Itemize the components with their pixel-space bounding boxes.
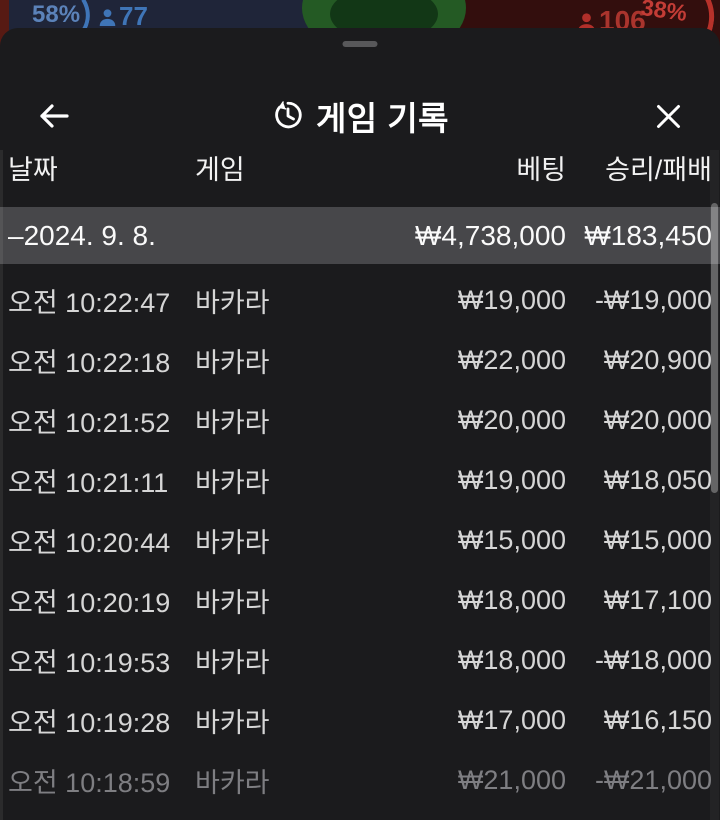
cell-time: 오전 10:20:44 <box>8 527 171 558</box>
scrollbar-track <box>710 150 719 820</box>
cell-betting: ₩22,000 <box>457 344 566 375</box>
cell-game: 바카라 <box>195 287 270 318</box>
modal-header: 게임 기록 <box>0 86 720 146</box>
game-history-modal: 게임 기록 날짜 게임 베팅 승리/패배 –2024. 9. 8. ₩4,738… <box>0 28 720 820</box>
modal-title: 게임 기록 <box>271 92 449 140</box>
history-clock-icon <box>271 99 305 133</box>
close-icon <box>655 103 682 130</box>
drag-handle[interactable] <box>342 41 378 47</box>
table-row: 오전 10:21:52 바카라 ₩20,000 ₩20,000 <box>0 390 720 450</box>
cell-game: 바카라 <box>195 767 270 798</box>
cell-time: 오전 10:18:59 <box>8 767 171 798</box>
table-row: 오전 10:20:19 바카라 ₩18,000 ₩17,100 <box>0 570 720 630</box>
column-header-betting: 베팅 <box>516 154 566 185</box>
back-button[interactable] <box>22 86 86 146</box>
cell-time: 오전 10:20:19 <box>8 587 171 618</box>
column-header-date: 날짜 <box>8 154 58 185</box>
background-red-edge <box>0 0 9 64</box>
cell-winloss: ₩16,150 <box>603 704 712 735</box>
cell-winloss: -₩21,000 <box>594 764 712 795</box>
blue-win-percent: 58% <box>32 1 81 28</box>
cell-time: 오전 10:19:53 <box>8 647 171 678</box>
cell-game: 바카라 <box>195 467 270 498</box>
table-row: 오전 10:22:47 바카라 ₩19,000 -₩19,000 <box>0 270 720 330</box>
table-row: 오전 10:22:18 바카라 ₩22,000 ₩20,900 <box>0 330 720 390</box>
close-button[interactable] <box>636 86 700 146</box>
cell-winloss: -₩18,000 <box>594 644 712 675</box>
cell-game: 바카라 <box>195 407 270 438</box>
player-count-icon <box>99 8 116 27</box>
cell-betting: ₩20,000 <box>457 404 566 435</box>
scrollbar-thumb[interactable] <box>711 203 718 493</box>
cell-betting: ₩17,000 <box>457 704 566 735</box>
cell-game: 바카라 <box>195 707 270 738</box>
table-row: 오전 10:18:59 바카라 ₩21,000 -₩21,000 <box>0 750 720 810</box>
cell-game: 바카라 <box>195 647 270 678</box>
cell-winloss: ₩20,900 <box>603 344 712 375</box>
cell-winloss: ₩17,100 <box>603 584 712 615</box>
column-header-winloss: 승리/패배 <box>605 154 712 185</box>
cell-game: 바카라 <box>195 527 270 558</box>
cell-betting: ₩15,000 <box>457 524 566 555</box>
table-header: 날짜 게임 베팅 승리/패배 <box>0 145 720 189</box>
cell-time: 오전 10:19:28 <box>8 707 171 738</box>
cell-betting: ₩21,000 <box>457 764 566 795</box>
summary-betting: ₩4,738,000 <box>415 219 566 251</box>
modal-title-text: 게임 기록 <box>315 100 450 137</box>
cell-game: 바카라 <box>195 347 270 378</box>
cell-time: 오전 10:22:47 <box>8 287 171 318</box>
cell-betting: ₩19,000 <box>457 464 566 495</box>
back-arrow-icon <box>38 101 70 131</box>
cell-betting: ₩18,000 <box>457 644 566 675</box>
cell-winloss: ₩20,000 <box>603 404 712 435</box>
cell-winloss: ₩18,050 <box>603 464 712 495</box>
cell-time: 오전 10:22:18 <box>8 347 171 378</box>
table-row: 오전 10:20:44 바카라 ₩15,000 ₩15,000 <box>0 510 720 570</box>
table-row: 오전 10:19:53 바카라 ₩18,000 -₩18,000 <box>0 630 720 690</box>
cell-winloss: ₩15,000 <box>603 524 712 555</box>
cell-betting: ₩18,000 <box>457 584 566 615</box>
cell-winloss: -₩19,000 <box>594 284 712 315</box>
history-list: 오전 10:22:47 바카라 ₩19,000 -₩19,000 오전 10:2… <box>0 270 720 810</box>
cell-betting: ₩19,000 <box>457 284 566 315</box>
blue-player-count: 77 <box>119 1 148 31</box>
summary-row: –2024. 9. 8. ₩4,738,000 ₩183,450 <box>0 207 720 264</box>
modal-left-edge <box>0 150 3 820</box>
table-row: 오전 10:19:28 바카라 ₩17,000 ₩16,150 <box>0 690 720 750</box>
cell-time: 오전 10:21:52 <box>8 407 171 438</box>
column-header-game: 게임 <box>195 154 245 185</box>
summary-winloss: ₩183,450 <box>584 219 712 251</box>
table-row: 오전 10:21:11 바카라 ₩19,000 ₩18,050 <box>0 450 720 510</box>
cell-game: 바카라 <box>195 587 270 618</box>
summary-date: –2024. 9. 8. <box>8 219 156 251</box>
cell-time: 오전 10:21:11 <box>8 467 169 498</box>
